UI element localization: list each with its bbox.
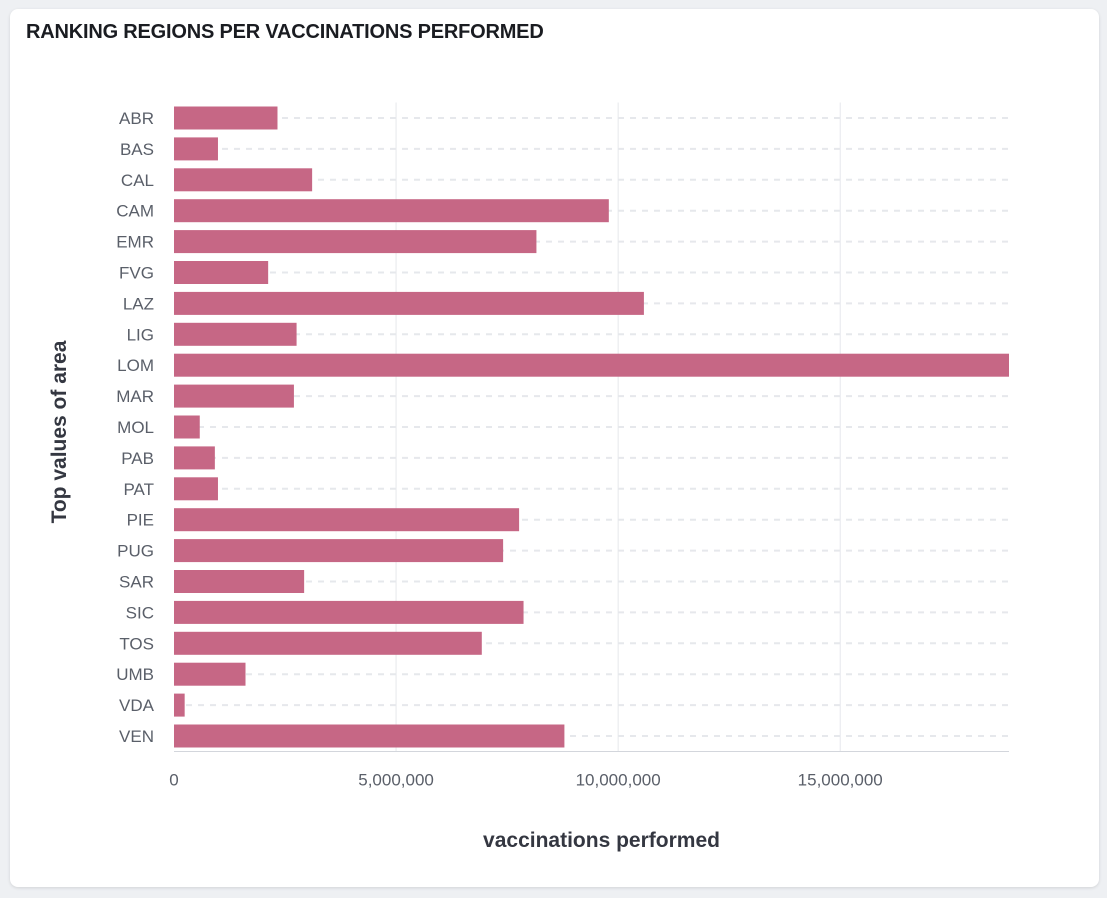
bar-chart: ABR BAS CAL CAM EMR FVG LAZ LIG LOM MAR MOL PAB PAT P… <box>48 102 1009 852</box>
y-tick-label: CAM <box>116 202 154 221</box>
bar-pug[interactable] <box>174 539 504 563</box>
y-tick-label: CAL <box>121 171 154 190</box>
y-tick-label: PAT <box>123 480 154 499</box>
bar-lom[interactable] <box>174 353 1009 377</box>
bar-pat[interactable] <box>174 477 218 501</box>
y-tick-label: MOL <box>117 418 154 437</box>
bar-sic[interactable] <box>174 600 524 624</box>
bar-laz[interactable] <box>174 291 644 315</box>
bar-sar[interactable] <box>174 570 305 593</box>
panel-title: RANKING REGIONS PER VACCINATIONS PERFORM… <box>26 21 544 43</box>
bar-mol[interactable] <box>174 415 200 439</box>
y-tick-label: LOM <box>117 356 154 375</box>
bar-mar[interactable] <box>174 384 294 408</box>
y-tick-label: LIG <box>127 325 154 344</box>
y-tick-label: SIC <box>126 603 154 622</box>
bar-cal[interactable] <box>174 168 313 192</box>
y-tick-label: VDA <box>119 696 155 715</box>
bar-cam[interactable] <box>174 199 609 223</box>
bar-fvg[interactable] <box>174 261 269 284</box>
y-tick-label: PUG <box>117 542 154 561</box>
x-axis-title: vaccinations performed <box>483 829 720 852</box>
x-tick-label: 0 <box>169 770 178 789</box>
y-tick-label: UMB <box>116 665 154 684</box>
x-tick-label: 15,000,000 <box>798 770 883 789</box>
y-tick-label: BAS <box>120 140 154 159</box>
bars <box>174 106 1009 748</box>
bar-pab[interactable] <box>174 446 215 470</box>
y-tick-label: PIE <box>127 511 154 530</box>
bar-umb[interactable] <box>174 662 246 686</box>
bar-lig[interactable] <box>174 322 297 346</box>
bar-ven[interactable] <box>174 724 565 748</box>
y-tick-label: ABR <box>119 109 154 128</box>
bar-bas[interactable] <box>174 137 218 161</box>
y-tick-label: LAZ <box>123 294 154 313</box>
x-tick-labels: 0 5,000,000 10,000,000 15,000,000 <box>169 770 883 789</box>
y-axis-title: Top values of area <box>48 340 71 523</box>
bar-emr[interactable] <box>174 230 537 254</box>
y-tick-label: SAR <box>119 573 154 592</box>
y-tick-label: FVG <box>119 264 154 283</box>
y-tick-label: MAR <box>116 387 154 406</box>
bar-pie[interactable] <box>174 508 520 532</box>
y-tick-label: TOS <box>119 634 154 653</box>
bar-abr[interactable] <box>174 106 278 130</box>
y-tick-labels: ABR BAS CAL CAM EMR FVG LAZ LIG LOM MAR MOL PAB PAT P… <box>116 109 154 746</box>
x-tick-label: 5,000,000 <box>358 770 434 789</box>
y-tick-label: EMR <box>116 233 154 252</box>
x-tick-label: 10,000,000 <box>576 770 661 789</box>
y-tick-label: VEN <box>119 727 154 746</box>
chart-panel: RANKING REGIONS PER VACCINATIONS PERFORM… <box>10 9 1099 887</box>
bar-vda[interactable] <box>174 693 185 717</box>
y-tick-label: PAB <box>121 449 154 468</box>
bar-tos[interactable] <box>174 631 482 655</box>
